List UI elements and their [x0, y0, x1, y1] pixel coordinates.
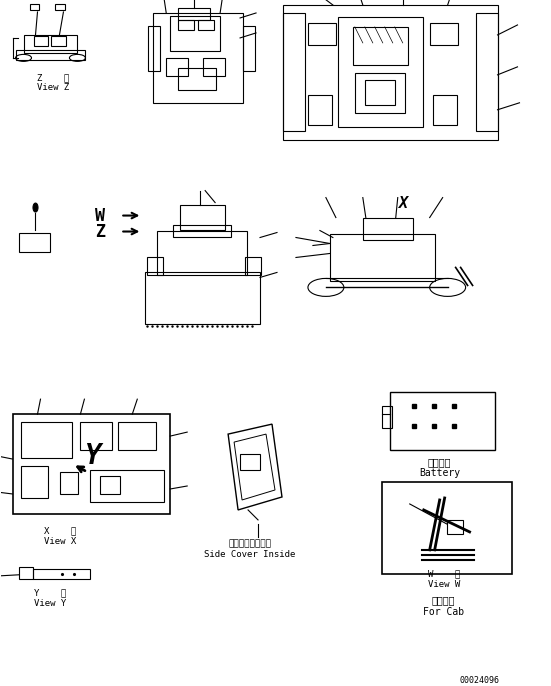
Bar [283, 13, 305, 131]
Bar [90, 470, 164, 502]
Bar [100, 476, 120, 494]
Text: View Y: View Y [34, 600, 67, 608]
Text: View Z: View Z [37, 83, 70, 93]
Bar [382, 406, 392, 428]
Bar [178, 8, 210, 20]
Bar [198, 20, 214, 30]
Bar [433, 95, 457, 125]
Text: Z: Z [95, 222, 105, 241]
Bar [308, 95, 332, 125]
Bar [363, 217, 413, 239]
Bar [180, 204, 225, 230]
Bar [330, 233, 435, 281]
Bar [178, 68, 216, 90]
Text: Z    視: Z 視 [37, 73, 70, 82]
Bar [13, 414, 170, 514]
Text: Battery: Battery [419, 468, 460, 478]
Bar [338, 17, 423, 127]
Text: 00024096: 00024096 [460, 676, 500, 685]
Bar [245, 257, 261, 275]
Bar [20, 466, 48, 498]
Bar [148, 26, 160, 71]
Bar [157, 230, 247, 275]
Text: Side Cover Inside: Side Cover Inside [204, 550, 296, 559]
Bar [178, 20, 194, 30]
Bar [34, 36, 48, 46]
Bar [447, 520, 463, 534]
Bar [203, 58, 225, 76]
Bar [166, 58, 188, 76]
Bar [153, 13, 243, 103]
Text: キャブ用: キャブ用 [432, 595, 455, 605]
Bar [240, 454, 260, 470]
Text: X: X [398, 196, 407, 211]
Bar [355, 73, 405, 113]
Bar [33, 569, 90, 579]
Bar [147, 257, 163, 275]
Bar [24, 35, 77, 53]
Bar [19, 567, 33, 579]
Text: View W: View W [428, 580, 460, 589]
Bar [382, 482, 511, 573]
Bar [430, 23, 458, 45]
Bar [365, 80, 395, 105]
Text: X    視: X 視 [44, 526, 77, 535]
Text: Y    視: Y 視 [34, 589, 67, 598]
Bar [145, 272, 260, 324]
Bar [173, 224, 231, 237]
Bar [51, 36, 67, 46]
Bar [390, 392, 495, 450]
Text: バッテリ: バッテリ [428, 457, 451, 467]
Bar [20, 422, 72, 458]
Bar [61, 472, 78, 494]
Bar [30, 4, 40, 10]
Ellipse shape [33, 203, 38, 212]
Bar [56, 4, 66, 10]
Text: Y: Y [84, 442, 101, 470]
Bar [283, 5, 498, 140]
Bar [476, 13, 498, 131]
Text: View X: View X [44, 537, 77, 546]
Text: W: W [95, 206, 105, 224]
Bar [118, 422, 156, 450]
Bar [15, 50, 85, 60]
Bar [243, 26, 255, 71]
Text: W    視: W 視 [428, 569, 460, 578]
Bar [170, 16, 220, 51]
Text: For Cab: For Cab [423, 606, 464, 617]
Bar [353, 27, 408, 65]
Text: サイドカバー内面: サイドカバー内面 [229, 539, 272, 548]
Bar [19, 233, 51, 252]
Bar [308, 23, 336, 45]
Bar [80, 422, 112, 450]
